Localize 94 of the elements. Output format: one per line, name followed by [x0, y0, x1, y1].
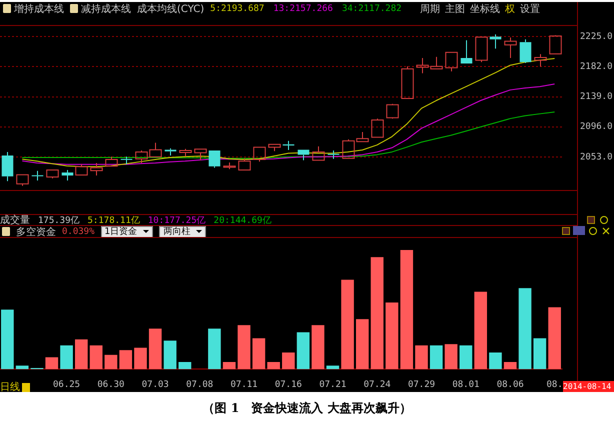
x-tick-label: 06.25 [53, 380, 80, 390]
x-tick-label: 07.29 [408, 380, 436, 390]
text: 主图 [445, 2, 465, 16]
x-tick-label: 08.01 [452, 380, 480, 390]
bar [74, 339, 88, 370]
bar [134, 348, 147, 370]
x-tick-label: 07.21 [319, 380, 346, 390]
bar [90, 345, 102, 370]
text: 1日资金 [100, 226, 154, 238]
bar [282, 352, 295, 370]
text: 增持成本线 [14, 2, 64, 16]
text: 周期 [420, 2, 440, 16]
candlestick [90, 162, 103, 176]
bar [444, 344, 458, 370]
candlestick [164, 148, 176, 156]
bar [1, 310, 14, 370]
candlestick [194, 148, 207, 161]
bar [518, 288, 532, 370]
candlestick [105, 156, 118, 167]
bar [326, 366, 340, 370]
x-tick-label: 06.30 [97, 380, 124, 390]
x-tick-label: 08. [546, 380, 563, 390]
bar [415, 345, 428, 370]
bar [386, 302, 398, 370]
bar [296, 332, 310, 370]
text: 20:144.69亿 [214, 214, 272, 226]
bar [60, 345, 73, 370]
candlestick [520, 38, 532, 64]
bar [222, 362, 236, 370]
bar [400, 250, 414, 370]
bar [238, 325, 250, 370]
bar [148, 328, 162, 370]
text: 坐标线 [470, 2, 500, 16]
bar [548, 307, 561, 370]
bar [312, 325, 324, 370]
text: 13:2157.266 [273, 4, 333, 14]
text: 34:2117.282 [342, 4, 402, 14]
y-tick-label: 2139.0 [580, 92, 613, 102]
text: （图 1 资金快速流入 大盘再次飙升） [202, 400, 412, 417]
candlestick [208, 150, 220, 168]
bar [356, 319, 369, 370]
bar [178, 362, 192, 370]
candlestick [460, 40, 472, 64]
candlestick [534, 54, 547, 68]
candlestick [490, 34, 502, 50]
candlestick [2, 151, 14, 182]
candlestick [62, 170, 74, 182]
bar [119, 350, 132, 370]
text: 10:177.25亿 [148, 214, 206, 226]
candlestick [312, 146, 325, 161]
candlestick [328, 150, 340, 160]
bar [370, 257, 384, 370]
bar [533, 338, 546, 370]
candlestick [504, 36, 517, 59]
text: 减持成本线 [81, 2, 131, 16]
bar [460, 345, 472, 370]
bar [104, 354, 118, 370]
x-tick-label: 07.08 [186, 380, 214, 390]
x-tick-label: 08.06 [496, 380, 524, 390]
text: 成本均线(CYC) [137, 2, 204, 16]
bar [474, 292, 488, 370]
text: 175.39亿 [38, 214, 80, 226]
text: 两向柱 [159, 226, 206, 238]
bar [341, 280, 354, 370]
candlestick [120, 156, 132, 165]
bar [45, 357, 58, 370]
bar [267, 362, 280, 370]
text: 5:2193.687 [210, 4, 264, 14]
y-tick-label: 2053.0 [580, 152, 613, 162]
candlestick [298, 150, 310, 161]
text: 日线 [0, 380, 21, 394]
y-tick-label: 2096.0 [580, 122, 613, 132]
bar [489, 352, 502, 370]
y-tick-label: 2225.0 [580, 32, 613, 42]
y-tick-label: 2182.0 [580, 62, 613, 72]
candlestick [32, 170, 44, 182]
x-tick-label: 07.11 [230, 380, 258, 390]
bar [16, 366, 29, 370]
bar [504, 362, 517, 370]
text: 设置 [520, 2, 540, 16]
bar [430, 345, 443, 370]
candlestick [282, 140, 294, 150]
text: 0.039% [62, 226, 95, 236]
text: 成交量 [0, 214, 30, 226]
text: 5:178.11亿 [88, 214, 140, 226]
x-tick-label: 07.24 [364, 380, 391, 390]
chart-title: 多空资金 [16, 226, 56, 238]
text: 权 [505, 2, 515, 16]
bar [164, 340, 176, 370]
text: 2014-08-14 [563, 381, 614, 392]
bar [252, 338, 266, 370]
bar [208, 328, 221, 370]
x-tick-label: 07.16 [274, 380, 302, 390]
x-tick-label: 07.03 [142, 380, 169, 390]
